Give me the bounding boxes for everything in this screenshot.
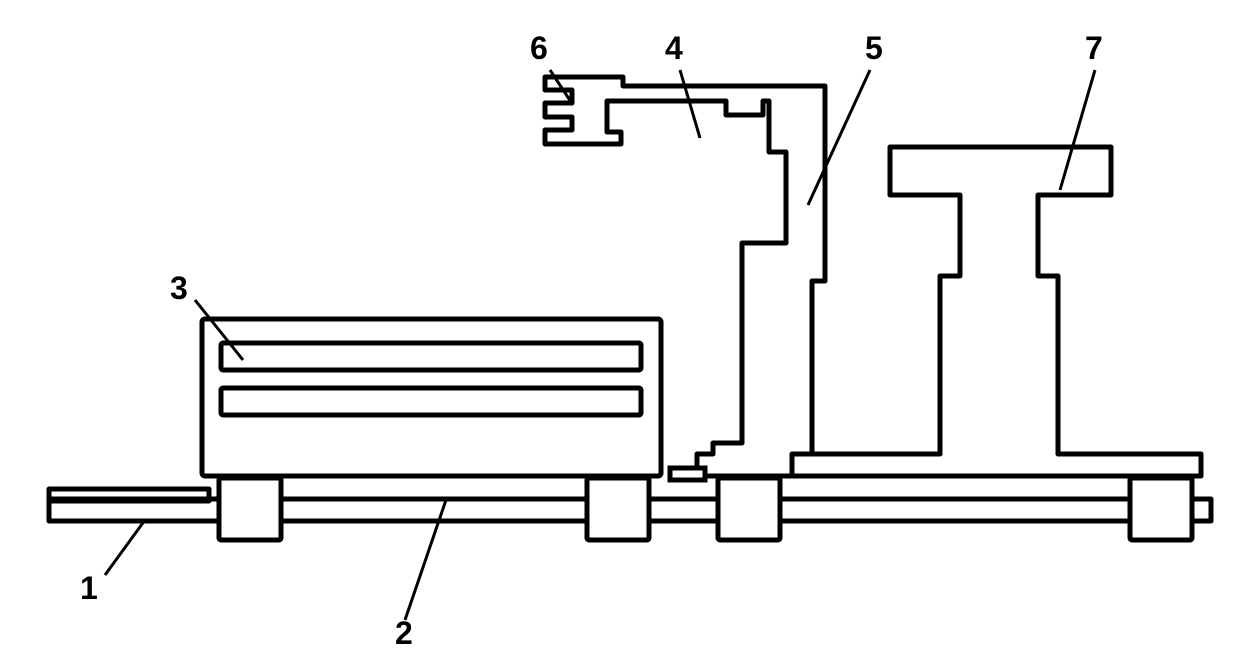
callout-label-1: 1	[80, 570, 98, 607]
callout-label-3: 3	[170, 270, 188, 307]
mechanical-diagram	[0, 0, 1240, 653]
callout-label-4: 4	[665, 30, 683, 67]
callout-label-5: 5	[865, 30, 883, 67]
callout-label-7: 7	[1085, 30, 1103, 67]
callout-label-2: 2	[395, 615, 413, 652]
callout-label-6: 6	[530, 30, 548, 67]
